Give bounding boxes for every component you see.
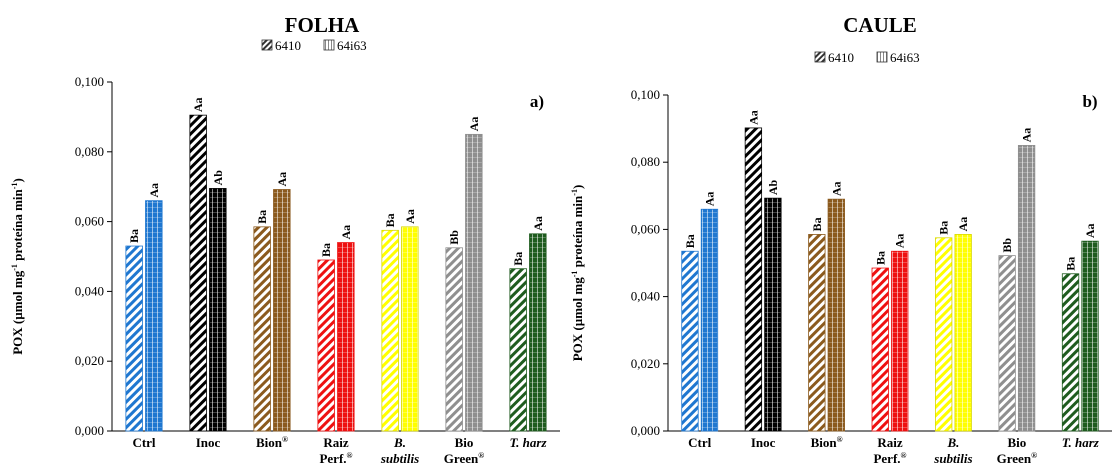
data-label-64i63-inoc: Ab bbox=[766, 179, 780, 195]
x-tick-label-b-subtilis: B. subtilis bbox=[933, 435, 972, 466]
y-axis-label: POX (µmol mg-1 proteína min-1) bbox=[570, 185, 585, 362]
data-label-64i63-raiz-perf: Aa bbox=[893, 234, 907, 249]
bar-6410-ctrl bbox=[125, 245, 143, 432]
y-tick-label: 0,100 bbox=[75, 74, 104, 89]
legend-swatch-6410 bbox=[261, 39, 273, 51]
data-label-64i63-t-harz: Aa bbox=[531, 216, 545, 231]
bar-6410-ctrl bbox=[681, 250, 699, 432]
y-tick-label: 0,000 bbox=[631, 423, 660, 438]
y-tick-label: 0,100 bbox=[631, 87, 660, 102]
bar-6410-t-harz bbox=[509, 268, 527, 432]
legend-label-6410: 6410 bbox=[828, 50, 854, 65]
data-label-6410-t-harz: Ba bbox=[511, 252, 525, 266]
y-tick-label: 0,020 bbox=[631, 356, 660, 371]
legend-label-64i63: 64i63 bbox=[337, 38, 367, 53]
legend-label-6410: 6410 bbox=[275, 38, 301, 53]
bar-64i63-inoc bbox=[764, 197, 782, 432]
x-tick-label-bion: Bion® bbox=[811, 435, 843, 450]
legend-swatch-6410 bbox=[814, 51, 826, 63]
bar-6410-bion bbox=[253, 226, 271, 432]
legend-label-64i63: 64i63 bbox=[890, 50, 920, 65]
data-label-6410-bio-green: Bb bbox=[1000, 238, 1014, 253]
x-tick-label-bio-green: Bio Green® bbox=[444, 435, 484, 466]
data-label-6410-t-harz: Ba bbox=[1064, 257, 1078, 271]
legend-swatch-64i63 bbox=[323, 39, 335, 51]
bar-6410-raiz-perf bbox=[871, 267, 889, 432]
y-tick-label: 0,000 bbox=[75, 423, 104, 438]
data-label-6410-bion: Ba bbox=[810, 217, 824, 231]
bar-64i63-ctrl bbox=[700, 208, 719, 432]
chart-title: FOLHA bbox=[285, 13, 361, 37]
data-label-64i63-ctrl: Aa bbox=[147, 183, 161, 198]
data-label-64i63-ctrl: Aa bbox=[702, 192, 716, 207]
bar-64i63-bio-green bbox=[1017, 144, 1036, 432]
x-tick-label-raiz-perf: Raiz Perf.® bbox=[319, 435, 352, 466]
chart-panel-2: CAULE 6410 64i63 b) 0,000 0,020 0,040 0,060 0,08… bbox=[570, 13, 1112, 466]
bar-6410-inoc bbox=[744, 127, 763, 432]
bar-64i63-raiz-perf bbox=[337, 242, 355, 432]
x-tick-label-ctrl: Ctrl bbox=[132, 435, 155, 450]
y-tick-label: 0,080 bbox=[631, 154, 660, 169]
data-label-6410-ctrl: Ba bbox=[127, 229, 141, 243]
bar-6410-bio-green bbox=[445, 247, 463, 432]
chart-title: CAULE bbox=[843, 13, 917, 37]
x-tick-label-bion: Bion® bbox=[256, 435, 288, 450]
y-tick-label: 0,040 bbox=[631, 289, 660, 304]
y-tick-label: 0,060 bbox=[631, 221, 660, 236]
panel-label: b) bbox=[1082, 92, 1097, 111]
y-tick-label: 0,040 bbox=[75, 283, 104, 298]
data-label-64i63-bio-green: Aa bbox=[467, 117, 481, 132]
data-label-6410-raiz-perf: Ba bbox=[873, 251, 887, 265]
data-label-64i63-b-subtilis: Aa bbox=[956, 217, 970, 232]
x-tick-label-inoc: Inoc bbox=[196, 435, 221, 450]
bar-64i63-bion bbox=[827, 198, 845, 432]
data-label-64i63-bion: Aa bbox=[829, 181, 843, 196]
data-label-6410-inoc: Aa bbox=[191, 97, 205, 112]
data-label-6410-inoc: Aa bbox=[746, 110, 760, 125]
x-tick-label-b-subtilis: B. subtilis bbox=[380, 435, 419, 466]
bar-64i63-ctrl bbox=[145, 200, 163, 432]
bar-64i63-t-harz bbox=[1081, 240, 1099, 432]
data-label-64i63-bion: Aa bbox=[275, 172, 289, 187]
bar-6410-b-subtilis bbox=[935, 237, 953, 432]
bar-6410-raiz-perf bbox=[317, 259, 335, 432]
x-tick-label-ctrl: Ctrl bbox=[688, 435, 711, 450]
bar-6410-bio-green bbox=[998, 255, 1016, 432]
data-label-64i63-raiz-perf: Aa bbox=[339, 225, 353, 240]
y-tick-label: 0,020 bbox=[75, 353, 104, 368]
bar-64i63-bion bbox=[273, 189, 291, 432]
data-label-6410-bio-green: Bb bbox=[447, 230, 461, 245]
data-label-64i63-t-harz: Aa bbox=[1083, 223, 1097, 238]
bar-64i63-inoc bbox=[209, 188, 227, 432]
panel-label: a) bbox=[530, 92, 544, 111]
x-tick-label-t-harz: T. harz bbox=[1062, 435, 1100, 450]
bar-64i63-b-subtilis bbox=[401, 226, 419, 432]
bar-6410-b-subtilis bbox=[381, 229, 399, 432]
bar-64i63-b-subtilis bbox=[954, 234, 972, 432]
data-label-6410-b-subtilis: Ba bbox=[937, 221, 951, 235]
y-axis-label: POX (µmol mg-1 proteína min-1) bbox=[10, 178, 25, 355]
data-label-6410-b-subtilis: Ba bbox=[383, 213, 397, 227]
data-label-6410-bion: Ba bbox=[255, 210, 269, 224]
data-label-64i63-inoc: Ab bbox=[211, 170, 225, 186]
data-label-64i63-bio-green: Aa bbox=[1020, 128, 1034, 143]
y-tick-label: 0,080 bbox=[75, 144, 104, 159]
bar-64i63-raiz-perf bbox=[891, 250, 909, 432]
x-tick-label-raiz-perf: Raiz Perf.® bbox=[873, 435, 906, 466]
legend-swatch-64i63 bbox=[876, 51, 888, 63]
x-tick-label-bio-green: Bio Green® bbox=[997, 435, 1037, 466]
bar-6410-bion bbox=[808, 234, 826, 432]
data-label-64i63-b-subtilis: Aa bbox=[403, 209, 417, 224]
x-tick-label-t-harz: T. harz bbox=[509, 435, 547, 450]
bar-64i63-bio-green bbox=[465, 133, 483, 432]
bar-64i63-t-harz bbox=[529, 233, 547, 432]
data-label-6410-ctrl: Ba bbox=[683, 234, 697, 248]
x-tick-label-inoc: Inoc bbox=[751, 435, 776, 450]
bar-6410-t-harz bbox=[1061, 273, 1080, 432]
data-label-6410-raiz-perf: Ba bbox=[319, 243, 333, 257]
bar-6410-inoc bbox=[189, 114, 207, 432]
y-tick-label: 0,060 bbox=[75, 214, 104, 229]
